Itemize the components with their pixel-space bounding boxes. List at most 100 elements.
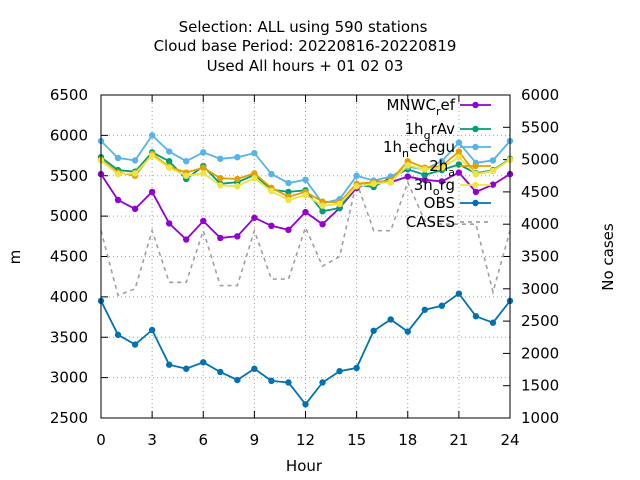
x-tick-label: 24	[500, 431, 519, 449]
y-tick-label: 5500	[50, 167, 88, 185]
series-cases	[100, 179, 511, 297]
y2-tick-label: 1000	[521, 409, 559, 427]
data-point	[438, 158, 446, 165]
y2-tick-label: 5000	[521, 151, 559, 169]
data-point	[319, 221, 326, 228]
y2-tick-label: 3000	[521, 280, 559, 298]
y-tick-label: 3500	[50, 328, 88, 346]
data-point	[131, 341, 139, 348]
data-point	[217, 234, 224, 242]
data-point	[404, 162, 411, 169]
data-point	[165, 361, 173, 368]
x-axis-ticks: 0 3 6 9 12 15 18 21 24	[96, 95, 520, 449]
legend-item: 1hgrAv	[405, 120, 491, 142]
data-point	[353, 364, 360, 372]
data-point	[131, 170, 139, 177]
data-point	[165, 164, 173, 171]
data-point	[472, 170, 480, 178]
series-obs	[97, 290, 514, 408]
x-tick-label: 6	[198, 431, 208, 449]
data-point	[268, 377, 275, 385]
legend-item: CASES	[406, 213, 491, 231]
data-point	[148, 188, 156, 196]
data-point	[319, 379, 326, 386]
data-point	[251, 149, 258, 157]
data-point	[268, 170, 275, 178]
data-point	[285, 188, 292, 196]
y-tick-label: 6000	[50, 126, 88, 144]
data-point	[336, 200, 343, 208]
y-tick-label: 2500	[50, 409, 88, 427]
data-point	[455, 290, 463, 297]
legend-label: CASES	[406, 213, 455, 231]
data-point	[183, 158, 190, 165]
data-point	[165, 158, 173, 165]
data-point	[285, 379, 292, 386]
y2-axis-ticks: 1000 1500 2000 2500 3000 3500 4000 4500 5000 5500…	[503, 86, 559, 427]
x-axis-label: Hour	[286, 457, 323, 475]
data-point	[489, 157, 497, 164]
data-point	[285, 226, 292, 234]
legend-item: 1hnechgu	[383, 138, 491, 160]
legend-item: MNWCref	[386, 96, 491, 118]
legend-sample-marker	[472, 143, 479, 151]
x-tick-label: 9	[250, 431, 260, 449]
x-tick-label: 12	[296, 431, 315, 449]
data-point	[217, 155, 224, 162]
data-point	[251, 174, 258, 182]
y2-axis-label: No cases	[599, 223, 617, 291]
data-point	[148, 152, 156, 159]
data-point	[183, 236, 190, 243]
y-tick-label: 5000	[50, 207, 88, 225]
data-point	[489, 319, 497, 326]
series-layer	[97, 132, 514, 408]
data-point	[336, 367, 343, 375]
series-3h-org	[97, 152, 514, 209]
y2-tick-label: 2500	[521, 312, 559, 330]
data-point	[455, 139, 463, 146]
legend-label: 2ha	[429, 157, 455, 179]
data-point	[404, 173, 411, 180]
data-point	[114, 196, 122, 204]
data-point	[370, 180, 377, 188]
y2-tick-label: 1500	[521, 377, 559, 395]
legend-sample-marker	[472, 181, 479, 189]
data-point	[234, 153, 241, 161]
data-point	[165, 148, 173, 155]
x-tick-label: 18	[398, 431, 417, 449]
y-tick-label: 6500	[50, 86, 88, 104]
title-line-1: Selection: ALL using 590 stations	[179, 18, 428, 36]
data-point	[472, 188, 480, 196]
data-point	[200, 359, 207, 366]
data-point	[302, 191, 309, 199]
data-point	[319, 208, 326, 215]
data-point	[217, 368, 224, 376]
data-point	[183, 172, 190, 179]
data-point	[353, 183, 360, 190]
y2-tick-label: 4500	[521, 183, 559, 201]
data-point	[200, 217, 207, 225]
data-point	[200, 170, 207, 177]
legend-label: MNWCref	[386, 96, 455, 118]
data-point	[114, 331, 122, 339]
data-point	[131, 157, 139, 164]
legend-sample-marker	[472, 199, 479, 207]
data-point	[165, 220, 173, 227]
data-point	[114, 154, 122, 162]
data-point	[438, 164, 446, 171]
data-point	[148, 132, 156, 139]
data-point	[489, 167, 497, 175]
data-point	[302, 401, 309, 408]
y-tick-label: 4000	[50, 288, 88, 306]
data-point	[370, 327, 377, 334]
plot-border	[100, 94, 511, 419]
data-point	[302, 208, 309, 216]
data-point	[472, 313, 480, 320]
data-point	[421, 306, 428, 313]
y-axis-label: m	[6, 250, 24, 265]
series-line	[100, 179, 511, 297]
data-point	[131, 205, 139, 213]
data-point	[148, 326, 156, 334]
data-point	[183, 365, 190, 372]
